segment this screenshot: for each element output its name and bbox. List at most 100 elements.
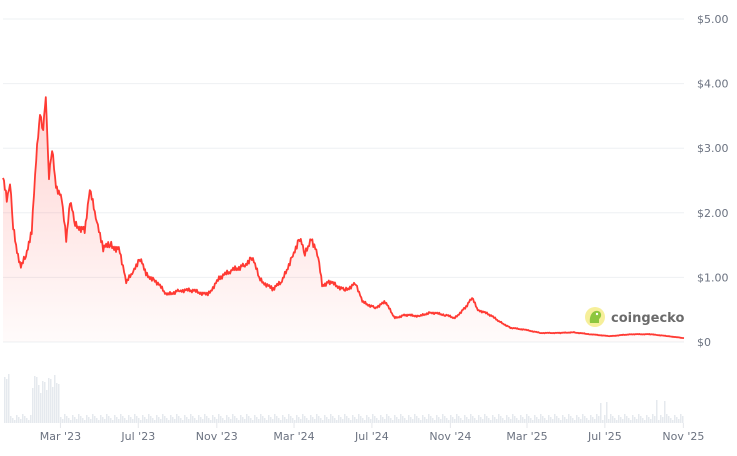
volume-bar xyxy=(12,418,14,423)
volume-bar xyxy=(412,419,414,423)
volume-bar xyxy=(306,418,308,423)
volume-bar xyxy=(102,417,104,423)
volume-bar xyxy=(258,419,260,423)
volume-bar xyxy=(602,420,604,423)
volume-bar xyxy=(122,416,124,423)
volume-bar xyxy=(152,418,154,423)
volume-bar xyxy=(172,417,174,423)
volume-bar xyxy=(512,414,514,423)
x-tick-label: Nov '25 xyxy=(662,430,704,443)
gecko-eye-icon xyxy=(595,312,599,316)
volume-bar xyxy=(120,414,122,423)
volume-bar xyxy=(562,415,564,423)
volume-bar xyxy=(160,419,162,423)
volume-bar xyxy=(174,419,176,423)
volume-bar xyxy=(382,417,384,423)
volume-bar xyxy=(362,418,364,423)
volume-bar xyxy=(536,417,538,423)
volume-bar xyxy=(110,418,112,423)
volume-bar xyxy=(182,420,184,423)
volume-bar xyxy=(452,417,454,423)
volume-bar xyxy=(336,420,338,423)
volume-bar xyxy=(18,417,20,423)
volume-bar xyxy=(570,416,572,423)
volume-bar xyxy=(460,418,462,423)
volume-bar xyxy=(678,419,680,423)
volume-bar xyxy=(498,414,500,423)
volume-bar xyxy=(636,419,638,423)
volume-bar xyxy=(402,416,404,423)
volume-bar xyxy=(180,418,182,423)
volume-bar xyxy=(16,415,18,423)
volume-bar xyxy=(144,417,146,423)
volume-bar xyxy=(114,415,116,423)
volume-bar xyxy=(530,418,532,423)
volume-bar xyxy=(204,414,206,423)
volume-bar xyxy=(286,419,288,423)
y-tick-label: $2.00 xyxy=(697,207,729,220)
volume-bar xyxy=(260,414,262,423)
volume-bar xyxy=(556,416,558,423)
volume-bar xyxy=(456,414,458,423)
volume-bar xyxy=(368,417,370,423)
volume-bar xyxy=(430,416,432,423)
volume-bar xyxy=(448,420,450,423)
volume-bar xyxy=(540,414,542,423)
volume-bar xyxy=(254,415,256,423)
y-tick-label: $0 xyxy=(697,336,711,349)
x-tick-label: Jul '23 xyxy=(120,430,155,443)
volume-bar xyxy=(124,418,126,423)
volume-bar xyxy=(24,416,26,423)
volume-bar xyxy=(250,418,252,423)
volume-bar xyxy=(468,419,470,423)
volume-bar xyxy=(662,417,664,423)
volume-bar xyxy=(394,415,396,423)
volume-bar xyxy=(624,414,626,423)
volume-bar xyxy=(384,419,386,423)
volume-bar xyxy=(578,417,580,423)
volume-bar xyxy=(416,416,418,423)
volume-bar xyxy=(510,419,512,423)
volume-bar xyxy=(502,418,504,423)
volume-bar xyxy=(444,416,446,423)
volume-bar xyxy=(238,420,240,423)
volume-bar xyxy=(86,415,88,423)
volume-bar xyxy=(516,418,518,423)
volume-bar xyxy=(38,385,40,423)
volume-bar xyxy=(414,414,416,423)
volume-bar xyxy=(242,417,244,423)
volume-bar xyxy=(98,420,100,423)
volume-bar xyxy=(560,420,562,423)
volume-bar xyxy=(184,415,186,423)
volume-bar xyxy=(406,420,408,423)
volume-bar xyxy=(196,420,198,423)
volume-bar xyxy=(46,390,48,423)
volume-bar xyxy=(50,379,52,423)
volume-bar xyxy=(352,415,354,423)
volume-bar xyxy=(606,402,608,423)
volume-bar xyxy=(252,420,254,423)
volume-bar xyxy=(54,375,56,423)
volume-bar xyxy=(192,416,194,423)
volume-bar xyxy=(348,418,350,423)
volume-bar xyxy=(28,420,30,423)
volume-bar xyxy=(22,414,24,423)
volume-bar xyxy=(106,414,108,423)
volume-bar xyxy=(116,417,118,423)
volume-bar xyxy=(674,415,676,423)
volume-bar xyxy=(256,417,258,423)
volume-bar xyxy=(622,419,624,423)
volume-bar xyxy=(420,420,422,423)
volume-bar xyxy=(638,414,640,423)
volume-bar xyxy=(138,418,140,423)
volume-bar xyxy=(548,415,550,423)
volume-bar xyxy=(426,419,428,423)
volume-bar xyxy=(36,377,38,423)
volume-bar xyxy=(520,415,522,423)
volume-bar xyxy=(644,420,646,423)
volume-bar xyxy=(514,416,516,423)
volume-bar xyxy=(344,414,346,423)
volume-bar xyxy=(92,414,94,423)
volume-bar xyxy=(288,414,290,423)
volume-bar xyxy=(642,418,644,423)
